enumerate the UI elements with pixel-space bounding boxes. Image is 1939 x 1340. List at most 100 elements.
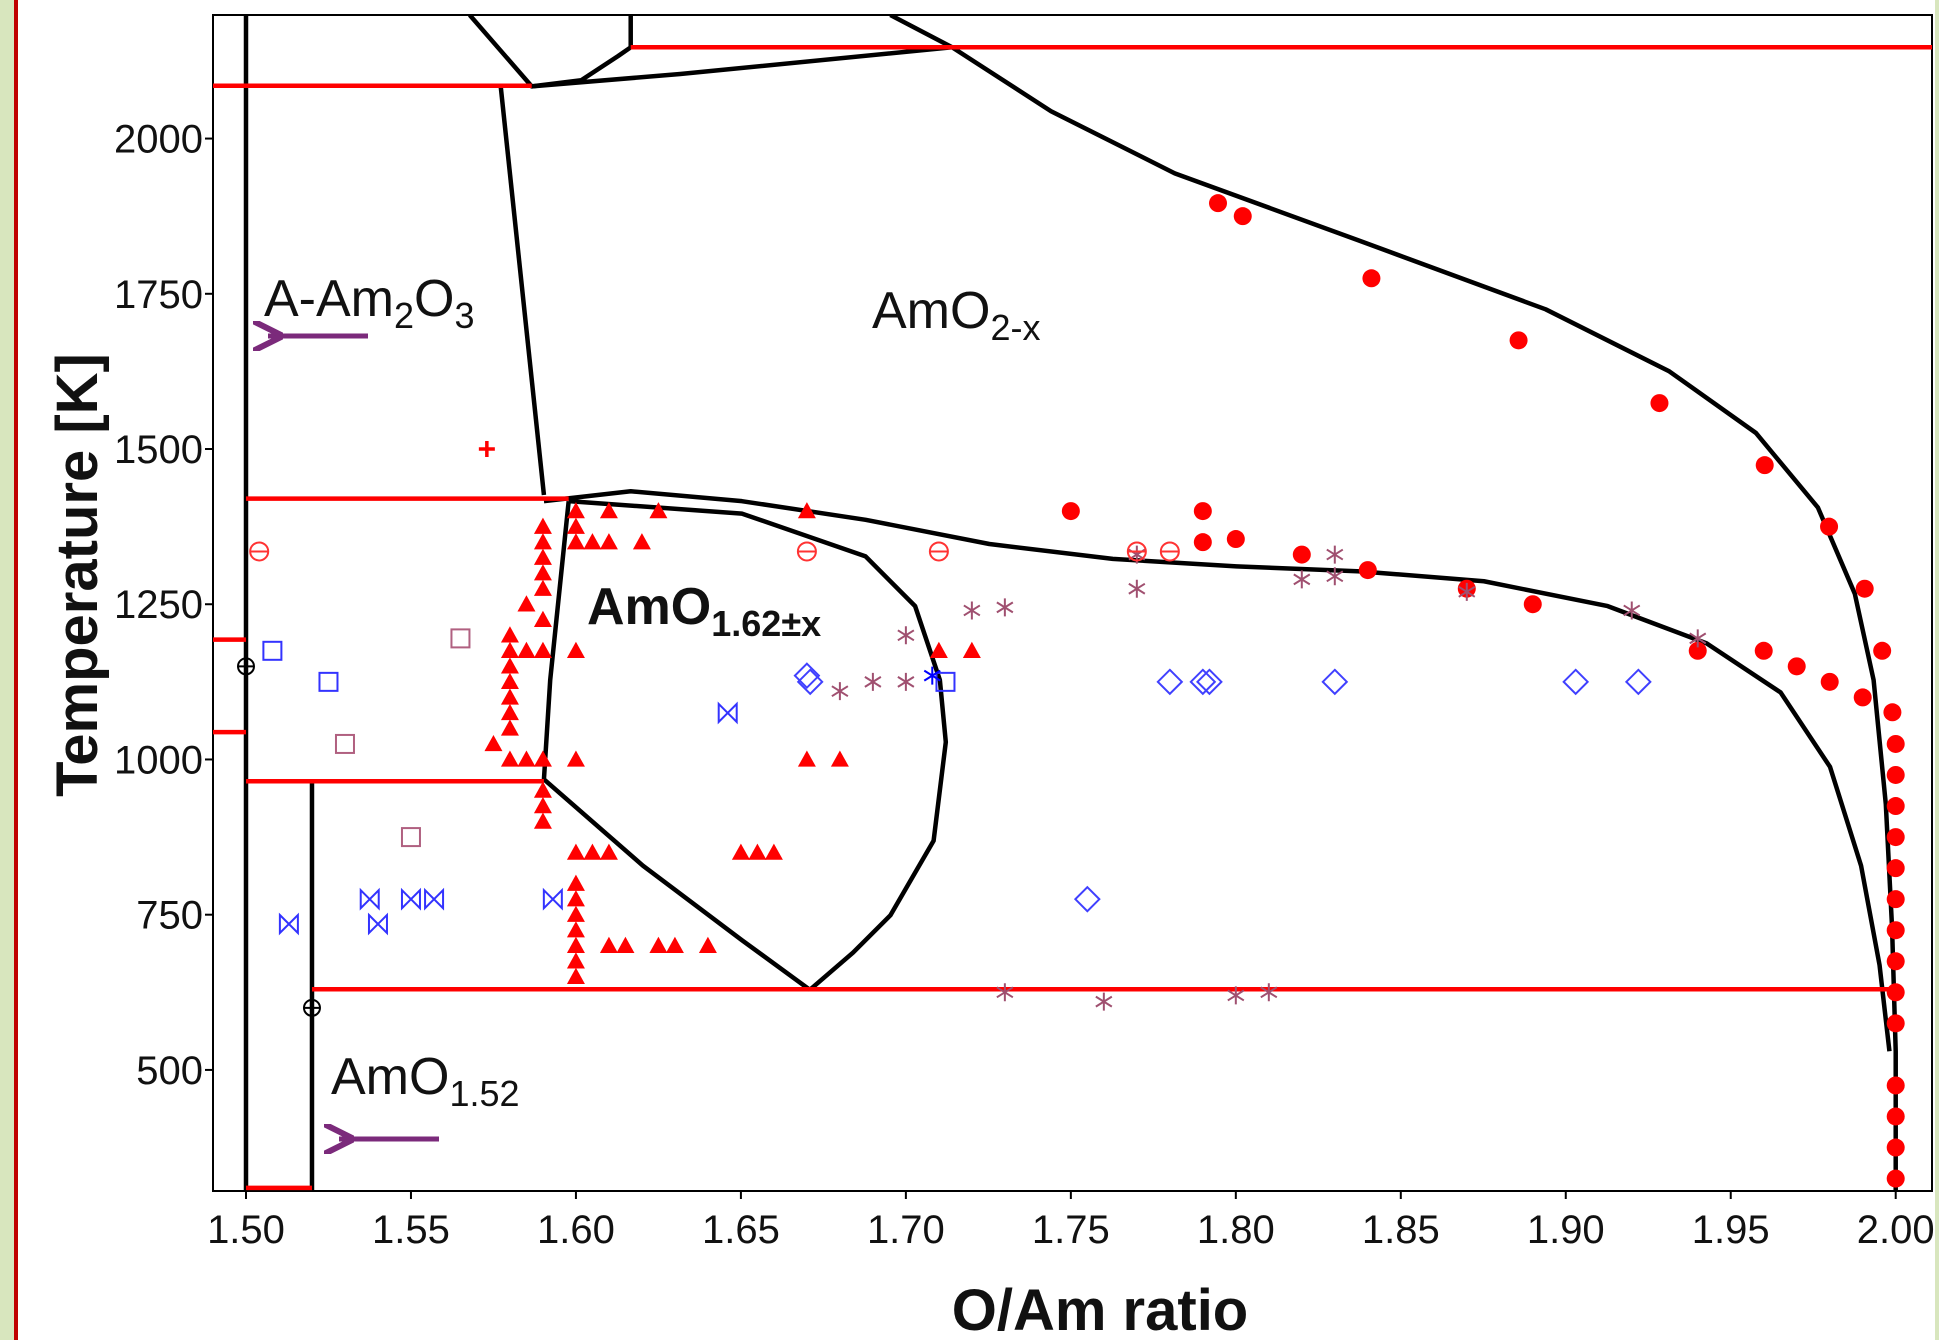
data-point: [797, 502, 816, 519]
phase-boundary: [889, 15, 1898, 1191]
data-point: [717, 701, 738, 725]
data-point: [400, 887, 421, 911]
data-point: [1689, 629, 1707, 648]
data-point: [542, 887, 563, 911]
data-point: [1562, 668, 1590, 696]
data-point: [566, 967, 585, 984]
data-point: [1128, 579, 1146, 598]
label-part: AmO: [587, 578, 711, 636]
y-tick-label: 750: [136, 894, 203, 938]
data-point: [897, 672, 915, 691]
data-point: [517, 641, 536, 659]
data-point: [616, 936, 635, 953]
phase-boundary: [498, 86, 547, 496]
data-point: [665, 936, 684, 953]
data-point: [1362, 269, 1381, 288]
subscript: 3: [454, 295, 474, 336]
data-point: [500, 719, 519, 736]
data-point: [533, 517, 552, 534]
data-point: [649, 502, 668, 519]
region-label: AmO1.62±x: [587, 578, 821, 644]
data-point: [1326, 545, 1344, 564]
data-point: [1358, 561, 1377, 580]
data-point: [929, 641, 948, 659]
data-point: [583, 843, 602, 860]
data-point: [533, 610, 552, 627]
x-tick-label: 1.60: [537, 1208, 615, 1252]
data-point: [1126, 541, 1147, 562]
data-point: [1326, 567, 1344, 586]
data-point: [1095, 992, 1113, 1011]
data-point: [533, 533, 552, 550]
data-point: [797, 750, 816, 767]
data-point: [632, 533, 651, 550]
data-point: [400, 827, 421, 848]
data-point: [566, 641, 585, 659]
y-tick-label: 1250: [114, 583, 203, 627]
data-point: [996, 983, 1014, 1002]
data-point: [764, 843, 783, 860]
x-tick-label: 1.95: [1692, 1208, 1770, 1252]
subscript: 2: [394, 295, 414, 336]
data-point: [566, 502, 585, 519]
data-point: [500, 750, 519, 767]
data-point: [1886, 1169, 1905, 1188]
data-point: [500, 657, 519, 674]
data-point: [996, 598, 1014, 617]
data-point: [831, 682, 849, 701]
y-tick-label: 2000: [114, 118, 203, 162]
data-point: [1886, 734, 1905, 753]
label-part: AmO: [872, 282, 990, 340]
data-point: [533, 579, 552, 596]
data-point: [1650, 394, 1669, 413]
data-point: [500, 641, 519, 659]
x-tick-label: 1.65: [702, 1208, 780, 1252]
data-point: [1233, 207, 1252, 226]
label-part: AmO: [331, 1048, 449, 1106]
data-point: [923, 666, 941, 685]
data-point: [1820, 672, 1839, 691]
data-point: [1227, 986, 1245, 1005]
x-tick-label: 1.50: [207, 1208, 285, 1252]
region-label: A-Am2O3: [264, 270, 475, 336]
data-point: [566, 890, 585, 907]
data-point: [533, 641, 552, 659]
x-tick-label: 1.80: [1197, 1208, 1275, 1252]
data-point: [830, 750, 849, 767]
data-point: [1073, 885, 1101, 913]
data-point: [599, 936, 618, 953]
data-point: [318, 671, 339, 692]
data-point: [1754, 641, 1773, 660]
data-point: [236, 657, 255, 676]
y-axis-title: Temperature [K]: [45, 353, 110, 797]
data-point: [1787, 657, 1806, 676]
data-point: [1189, 668, 1217, 696]
data-point: [1293, 570, 1311, 589]
data-point: [698, 936, 717, 953]
data-point: [1886, 952, 1905, 971]
x-tick-label: 2.00: [1857, 1208, 1935, 1252]
data-point: [533, 797, 552, 814]
side-strip: [1935, 0, 1939, 1340]
region-label: AmO2-x: [872, 282, 1040, 348]
data-point: [1623, 601, 1641, 620]
data-point: [500, 626, 519, 643]
data-point: [1886, 1138, 1905, 1157]
data-point: [1321, 668, 1349, 696]
data-point: [599, 843, 618, 860]
data-point: [1886, 921, 1905, 940]
data-point: [897, 626, 915, 645]
data-point: [1886, 828, 1905, 847]
data-point: [533, 564, 552, 581]
data-point: [566, 921, 585, 938]
data-point: [1193, 533, 1212, 552]
data-point: [1886, 890, 1905, 909]
data-point: [302, 998, 321, 1017]
data-point: [249, 541, 270, 562]
data-point: [566, 517, 585, 534]
data-point: [533, 750, 552, 767]
data-point: [1886, 1107, 1905, 1126]
data-point: [1509, 331, 1528, 350]
data-point: [793, 662, 821, 690]
